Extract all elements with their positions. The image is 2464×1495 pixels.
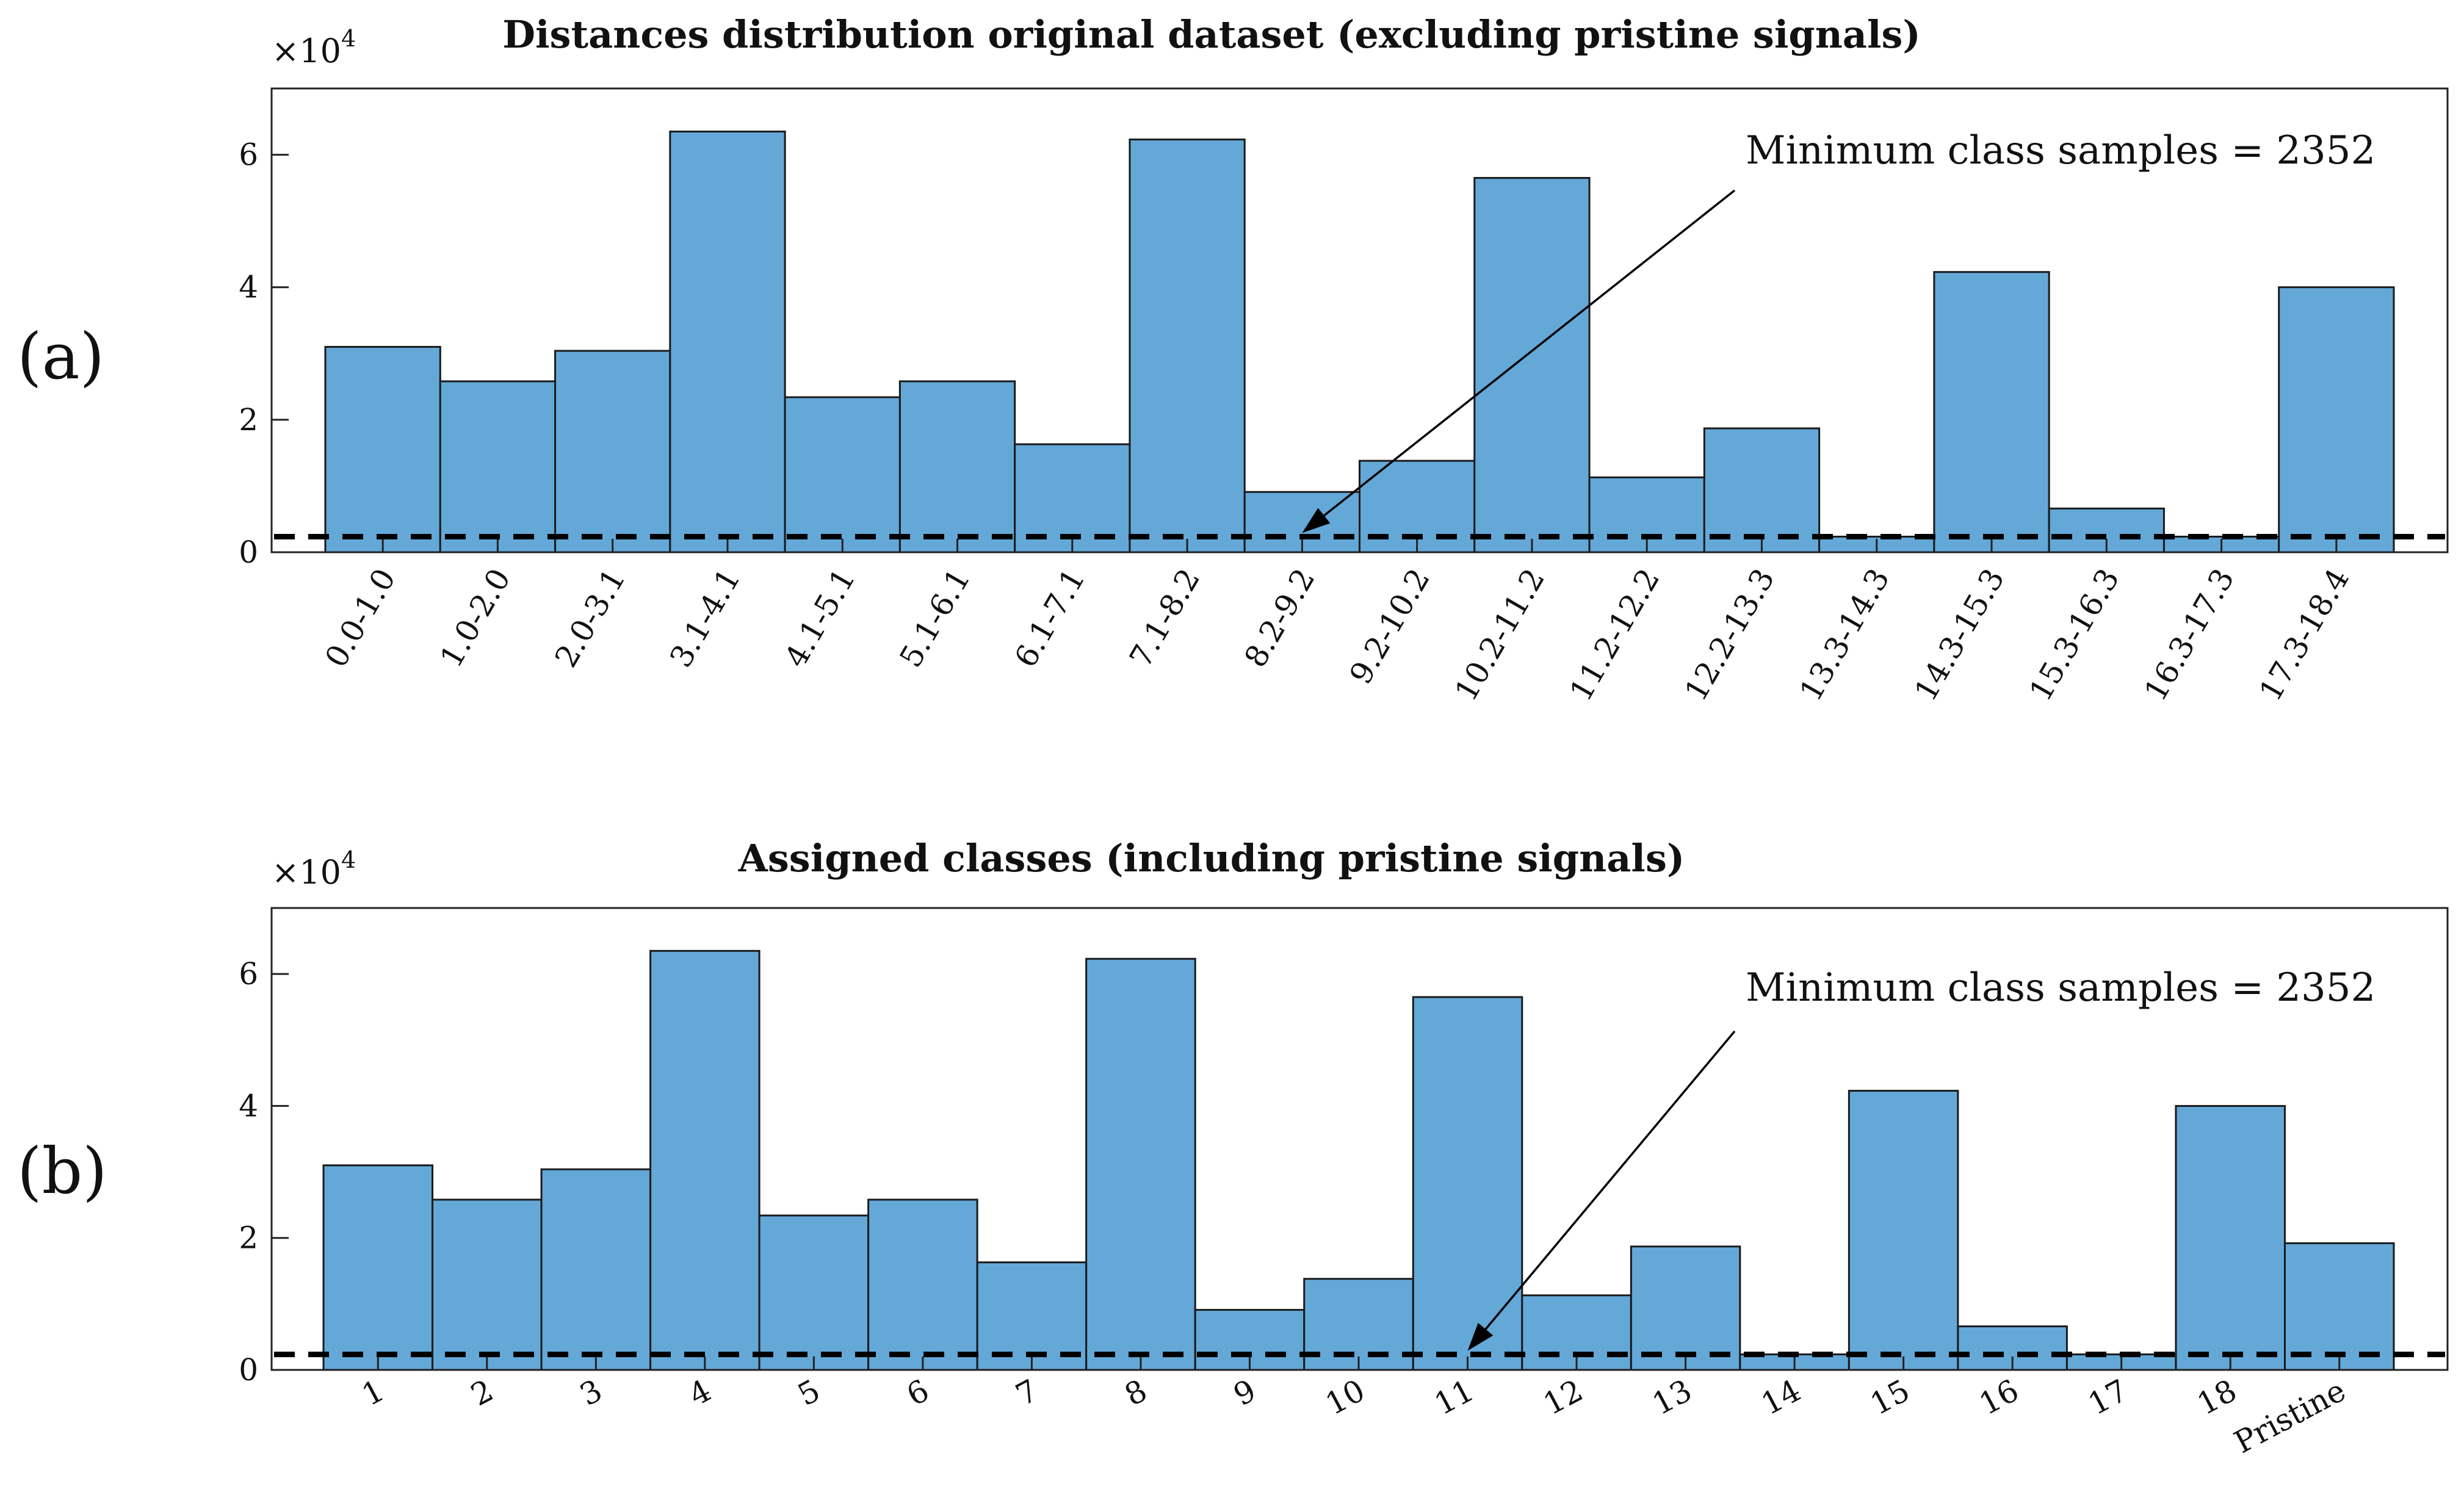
x-tick-label: 10 — [1320, 1372, 1370, 1422]
panel-b-axes-box — [270, 907, 2449, 1371]
x-tick-label: 14 — [1755, 1372, 1806, 1422]
bar-pristine — [2283, 1242, 2395, 1371]
bar-3-1-4-1 — [669, 131, 786, 553]
bar-5-1-6-1 — [898, 380, 1016, 553]
x-tick-label: 4.1-5.1 — [778, 563, 862, 673]
panel-b-chart: (b) Assigned classes (including pristine… — [17, 836, 2449, 1460]
bar-17-3-18-4 — [2278, 286, 2395, 553]
x-tick-label: 6 — [901, 1372, 934, 1413]
x-tick-label: 17.3-18.4 — [2252, 563, 2356, 707]
x-tick-label: 8.2-9.2 — [1238, 563, 1322, 673]
panel-a-exponent-power: 4 — [341, 25, 356, 52]
panel-a-x-ticks: 0.0-1.0 1.0-2.0 2.0-3.1 3.1-4.1 4.1-5.1 5.1-6… — [318, 539, 2356, 707]
x-tick-label: 12.2-13.3 — [1678, 563, 1782, 707]
bar-10 — [1303, 1278, 1414, 1371]
x-tick-label: 16.3-17.3 — [2137, 563, 2241, 707]
panel-b-exponent: ×104 — [272, 846, 356, 892]
y-tick-label: 4 — [239, 270, 258, 305]
bar-12-2-13-3 — [1703, 427, 1821, 553]
x-tick-label: 7.1-8.2 — [1122, 563, 1207, 673]
bar-1-0-2-0 — [439, 380, 557, 553]
x-tick-label: 15.3-16.3 — [2023, 563, 2126, 707]
x-tick-label: 3 — [574, 1372, 608, 1413]
panel-b-bars — [322, 949, 2395, 1371]
x-tick-label: 7 — [1010, 1372, 1044, 1413]
bar-7-1-8-2 — [1129, 139, 1246, 553]
panel-a-chart: (a) Distances distribution original data… — [17, 12, 2449, 707]
x-tick-label: 2.0-3.1 — [548, 563, 632, 673]
panel-b-annotation-text: Minimum class samples = 2352 — [1746, 965, 2375, 1010]
panel-a-title: Distances distribution original dataset … — [502, 12, 1921, 57]
bar-1 — [322, 1164, 434, 1371]
x-tick-label: 5.1-6.1 — [893, 563, 977, 673]
x-tick-label: 1.0-2.0 — [433, 563, 518, 673]
panel-b-annotation: Minimum class samples = 2352 — [1467, 965, 2375, 1351]
panel-a-exponent: ×104 — [272, 25, 356, 70]
bar-6 — [867, 1198, 978, 1371]
panel-a-label: (a) — [17, 319, 104, 394]
panel-b-y-ticks: 0 2 4 6 — [239, 956, 289, 1388]
panel-b-title: Assigned classes (including pristine sig… — [738, 836, 1685, 881]
y-tick-label: 2 — [239, 402, 258, 438]
bar-5 — [758, 1214, 870, 1371]
panel-b-exponent-base: ×10 — [272, 853, 341, 892]
x-tick-label: 10.2-11.2 — [1448, 563, 1552, 707]
panel-a-annotation-arrowhead — [1302, 508, 1331, 533]
y-tick-label: 0 — [239, 1352, 258, 1388]
bar-11 — [1412, 996, 1523, 1371]
bar-2 — [432, 1198, 543, 1371]
x-tick-label: 9.2-10.2 — [1343, 563, 1437, 690]
x-tick-label: 17 — [2083, 1372, 2133, 1422]
x-tick-label: 6.1-7.1 — [1008, 563, 1092, 673]
panel-b-exponent-power: 4 — [341, 846, 356, 873]
x-tick-label: 11 — [1429, 1372, 1479, 1422]
y-tick-label: 6 — [239, 137, 258, 173]
panel-b-annotation-arrow-line — [1484, 1030, 1736, 1330]
panel-a-bars — [324, 131, 2395, 553]
x-tick-label: 1 — [356, 1372, 390, 1413]
x-tick-label: 0.0-1.0 — [318, 563, 402, 673]
x-tick-label: 13 — [1647, 1372, 1697, 1422]
x-tick-label: 11.2-12.2 — [1563, 563, 1667, 707]
x-tick-label: 12 — [1537, 1372, 1588, 1422]
x-tick-label: 8 — [1119, 1372, 1152, 1413]
y-tick-label: 4 — [239, 1088, 258, 1123]
y-tick-label: 0 — [239, 535, 258, 570]
x-tick-label: 2 — [465, 1372, 499, 1413]
panel-b-label: (b) — [17, 1134, 107, 1208]
x-tick-label: 13.3-14.3 — [1793, 563, 1896, 707]
x-tick-label: 18 — [2191, 1372, 2242, 1422]
panel-a-annotation-arrow-line — [1323, 189, 1736, 517]
panel-a-annotation-text: Minimum class samples = 2352 — [1746, 128, 2375, 173]
bar-15 — [1848, 1090, 1959, 1371]
x-tick-label: 14.3-15.3 — [1907, 563, 2011, 707]
bar-0-0-1-0 — [324, 345, 441, 553]
x-tick-label: 15 — [1865, 1372, 1915, 1422]
bar-10-2-11-2 — [1473, 177, 1591, 553]
panel-a-y-ticks: 0 2 4 6 — [239, 137, 289, 570]
x-tick-label: 9 — [1228, 1372, 1262, 1413]
bar-18 — [2175, 1104, 2286, 1371]
panel-a-annotation: Minimum class samples = 2352 — [1302, 128, 2375, 533]
bar-13 — [1630, 1245, 1741, 1371]
bar-2-0-3-1 — [554, 350, 671, 553]
y-tick-label: 6 — [239, 956, 258, 992]
x-tick-label: 3.1-4.1 — [663, 563, 747, 673]
bar-3 — [540, 1168, 652, 1371]
x-tick-label: 5 — [792, 1372, 826, 1413]
x-tick-label: Pristine — [2228, 1372, 2351, 1460]
bar-4-1-5-1 — [784, 396, 901, 553]
bar-14-3-15-3 — [1933, 271, 2050, 553]
panel-a-exponent-base: ×10 — [272, 32, 341, 70]
x-tick-label: 16 — [1973, 1372, 2024, 1422]
bar-4 — [649, 949, 761, 1371]
y-tick-label: 2 — [239, 1220, 258, 1256]
panel-a-axes-box — [270, 87, 2449, 553]
bar-8 — [1085, 957, 1196, 1371]
x-tick-label: 4 — [683, 1372, 717, 1413]
panel-b-annotation-arrowhead — [1467, 1323, 1494, 1351]
